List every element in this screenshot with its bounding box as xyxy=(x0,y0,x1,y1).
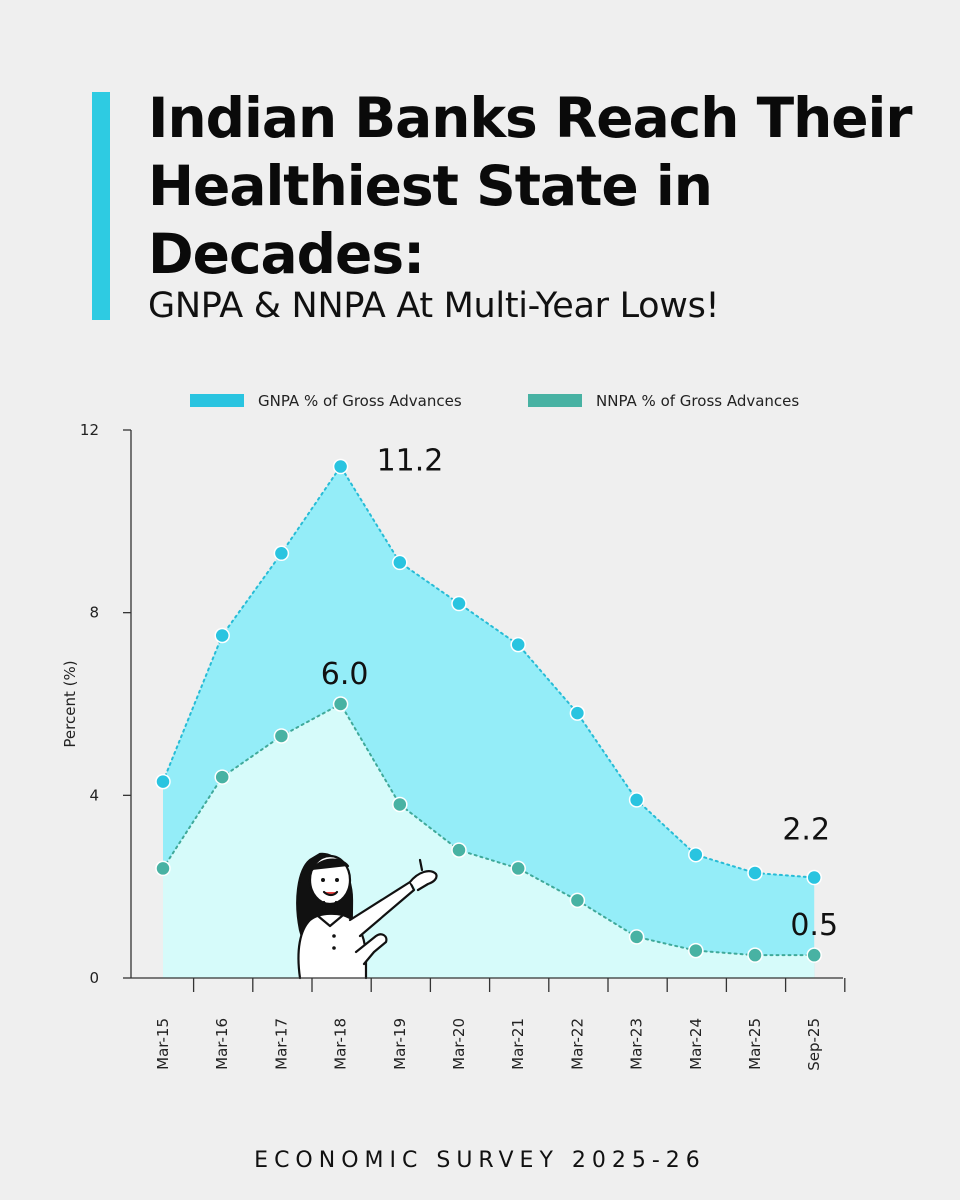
data-label-nnpa-sep-25: 0.5 xyxy=(790,908,838,943)
legend-label-nnpa: NNPA % of Gross Advances xyxy=(596,392,799,410)
gnpa-line xyxy=(162,464,816,879)
source-footer: ECONOMIC SURVEY 2025-26 xyxy=(254,1148,706,1173)
x-tick-label: Mar-16 xyxy=(213,1018,231,1070)
x-tick-label: Mar-17 xyxy=(272,1018,290,1070)
gnpa-point-mar-23 xyxy=(628,792,645,808)
nnpa-point-mar-23 xyxy=(628,929,645,945)
data-label-nnpa-mar-18: 6.0 xyxy=(321,657,369,692)
gnpa-point-mar-19 xyxy=(392,554,408,571)
gnpa-point-mar-16 xyxy=(214,627,230,644)
y-tick-label: 8 xyxy=(89,604,99,622)
nnpa-point-mar-15 xyxy=(155,860,171,877)
data-label-gnpa-sep-25: 2.2 xyxy=(782,813,830,848)
x-tick-label: Mar-15 xyxy=(154,1018,172,1070)
gnpa-point-mar-22 xyxy=(569,705,586,721)
nnpa-point-mar-18 xyxy=(332,696,349,712)
nnpa-point-mar-22 xyxy=(569,892,586,909)
x-tick-label: Mar-21 xyxy=(509,1018,527,1070)
x-tick-label: Mar-18 xyxy=(332,1018,350,1070)
x-tick-label: Sep-25 xyxy=(805,1018,823,1071)
nnpa-point-mar-21 xyxy=(510,860,526,877)
x-tick-label: Mar-20 xyxy=(450,1018,468,1070)
legend-swatch-nnpa xyxy=(528,394,582,407)
x-tick-label: Mar-19 xyxy=(391,1018,409,1070)
nnpa-point-mar-17 xyxy=(273,728,290,744)
woman-pointing-illustration xyxy=(296,852,438,980)
y-tick-label: 0 xyxy=(89,969,99,987)
x-tick-label: Mar-25 xyxy=(746,1018,764,1070)
title-accent-bar xyxy=(92,92,110,320)
y-tick-label: 4 xyxy=(89,786,99,804)
gnpa-point-sep-25 xyxy=(806,869,822,886)
page-subtitle: GNPA & NNPA At Multi-Year Lows! xyxy=(148,286,720,326)
y-axis-title: Percent (%) xyxy=(61,660,79,747)
data-label-gnpa-mar-18: 11.2 xyxy=(377,444,444,479)
gnpa-point-mar-17 xyxy=(273,545,290,562)
nnpa-point-mar-25 xyxy=(747,947,763,963)
gnpa-point-mar-24 xyxy=(688,846,704,863)
legend-swatch-gnpa xyxy=(190,394,244,407)
nnpa-point-mar-20 xyxy=(451,842,467,858)
nnpa-point-mar-19 xyxy=(392,796,408,813)
gnpa-point-mar-25 xyxy=(747,865,763,881)
x-tick-label: Mar-23 xyxy=(628,1018,646,1070)
x-tick-label: Mar-24 xyxy=(687,1018,705,1070)
nnpa-point-mar-16 xyxy=(214,769,230,785)
page-title: Indian Banks Reach Their Healthiest Stat… xyxy=(148,86,913,286)
nnpa-point-sep-25 xyxy=(806,947,822,963)
gnpa-point-mar-20 xyxy=(451,595,467,612)
gnpa-point-mar-21 xyxy=(510,636,526,653)
x-tick-label: Mar-22 xyxy=(568,1018,586,1070)
nnpa-line xyxy=(162,702,816,957)
gnpa-point-mar-15 xyxy=(155,773,171,790)
y-tick-label: 12 xyxy=(80,421,99,439)
legend-label-gnpa: GNPA % of Gross Advances xyxy=(258,392,462,410)
npa-area-chart: 0 4 8 12 Mar-15 Mar-16 Mar-17 Mar-18 Mar-19 Mar-2… xyxy=(61,392,846,1071)
nnpa-point-mar-24 xyxy=(688,942,704,959)
gnpa-point-mar-18 xyxy=(332,458,349,475)
